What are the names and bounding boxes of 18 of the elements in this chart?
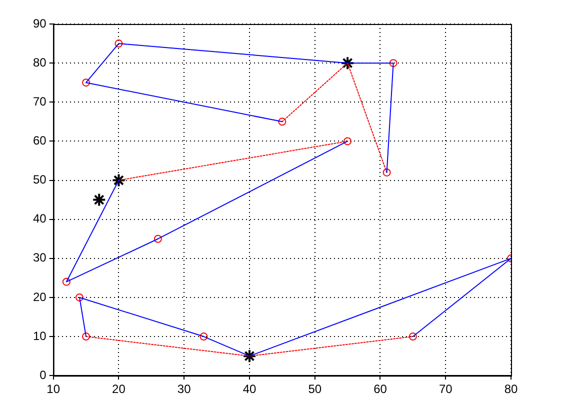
x-tick-label: 70 — [438, 382, 453, 396]
y-tick-label: 90 — [32, 16, 47, 30]
y-tick-label: 20 — [32, 290, 47, 304]
x-tick-label: 60 — [374, 382, 388, 396]
y-tick-label: 50 — [32, 172, 47, 187]
x-tick-label: 40 — [242, 382, 256, 396]
x-tick-label: 50 — [308, 382, 322, 396]
y-tick-label: 0 — [40, 368, 47, 382]
y-tick-label: 60 — [32, 134, 47, 148]
y-tick-label: 80 — [32, 55, 47, 70]
x-tick-label: 20 — [112, 382, 126, 396]
y-tick-label: 40 — [32, 212, 47, 226]
x-tick-label: 30 — [177, 382, 192, 396]
x-tick-label: 80 — [504, 382, 518, 396]
x-tick-label: 10 — [46, 382, 60, 396]
y-tick-label: 30 — [32, 250, 47, 265]
y-tick-label: 70 — [32, 94, 47, 108]
y-tick-label: 10 — [32, 328, 47, 343]
